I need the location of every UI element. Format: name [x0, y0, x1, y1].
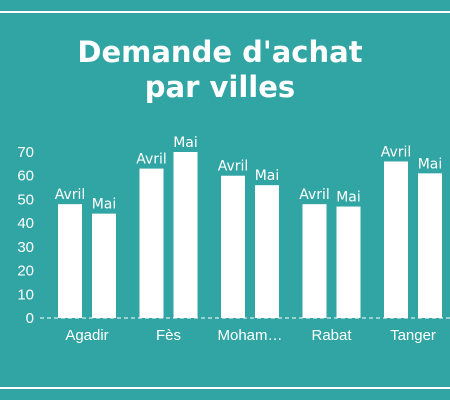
x-category-label: Rabat [311, 327, 352, 344]
bar-data-label: Avril [55, 187, 86, 203]
bar [58, 204, 82, 318]
bar [384, 161, 408, 318]
y-tick-label: 20 [17, 263, 34, 280]
y-tick-label: 70 [17, 144, 34, 161]
bar [336, 206, 361, 318]
x-category-label: Agadir [65, 327, 108, 344]
bar-data-label: Avril [136, 152, 167, 168]
bar-data-label: Avril [218, 159, 249, 175]
y-tick-label: 40 [17, 215, 34, 232]
x-category-label: Moham… [217, 327, 282, 344]
bar [302, 204, 327, 318]
chart-title-line-2: par villes [145, 70, 295, 104]
bar-data-label: Avril [299, 187, 330, 203]
bar [255, 185, 279, 318]
bar-data-label: Mai [173, 135, 198, 151]
bars: Avril Mai Avril Mai Avril Mai Avril Mai Avril Mai [55, 135, 443, 318]
y-axis-ticks: 0 10 20 30 40 50 60 70 [17, 144, 34, 327]
bar [92, 213, 116, 318]
bar-data-label: Mai [336, 190, 361, 206]
bar-data-label: Mai [418, 156, 443, 172]
y-tick-label: 0 [26, 310, 34, 327]
bar-data-label: Avril [381, 144, 412, 160]
bar [418, 173, 442, 318]
bar [221, 175, 245, 318]
bar [139, 168, 164, 318]
y-tick-label: 10 [17, 286, 34, 303]
x-category-label: Tanger [390, 327, 436, 344]
chart-title-line-1: Demande d'achat [77, 35, 362, 69]
bar [173, 152, 198, 318]
bar-data-label: Mai [255, 168, 280, 184]
y-tick-label: 60 [17, 168, 34, 185]
y-tick-label: 50 [17, 191, 34, 208]
x-axis-categories: Agadir Fès Moham… Rabat Tanger [65, 327, 436, 344]
y-tick-label: 30 [17, 239, 34, 256]
bar-data-label: Mai [92, 197, 117, 213]
x-category-label: Fès [156, 327, 181, 344]
